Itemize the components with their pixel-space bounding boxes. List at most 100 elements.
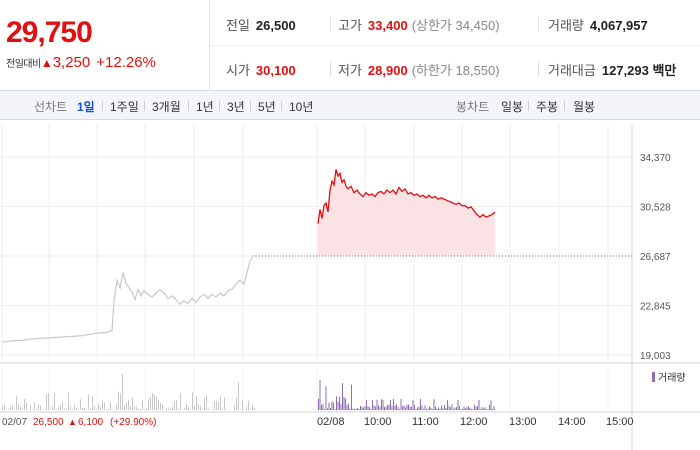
volume-bar-prev [92, 395, 93, 410]
volume-bar-today [361, 406, 363, 410]
volume-bar-prev [72, 409, 73, 410]
x-tick-label: 12:00 [460, 416, 488, 428]
volume-bar-today [340, 403, 342, 410]
volume-bar-prev [186, 403, 187, 410]
volume-bar-today [432, 409, 433, 410]
stat-divider [330, 17, 331, 31]
tab-10-years[interactable]: 10년 [289, 100, 314, 114]
volume-bar-today [399, 409, 400, 410]
volume-bar-prev [162, 404, 163, 410]
volume-bar-prev [96, 408, 97, 410]
volume-bar-prev [2, 405, 3, 410]
volume-bar-prev [118, 391, 119, 410]
tab-monthly-candle[interactable]: 월봉 [573, 100, 596, 114]
amount-label: 거래대금 [548, 63, 596, 78]
volume-bar-today [405, 407, 406, 410]
tab-3-months[interactable]: 3개월 [152, 100, 181, 114]
volume-bar-today [388, 404, 390, 410]
volume-bar-today [366, 399, 367, 410]
tab-1-day[interactable]: 1일 [77, 100, 95, 114]
volume-bar-today [439, 408, 441, 410]
volume-bar-prev [152, 393, 153, 410]
tab-1-week[interactable]: 1주일 [110, 100, 139, 114]
volume-bar-today [471, 409, 472, 410]
volume-bar-prev [34, 401, 35, 410]
prev-close-stat: 전일 26,500 [226, 15, 296, 34]
volume-bar-prev [40, 405, 41, 410]
low-label: 저가 [338, 63, 362, 78]
volume-bar-prev [98, 403, 99, 410]
volume-bar-today [457, 399, 459, 410]
volume-bar-prev [90, 408, 91, 410]
volume-bar-prev [148, 399, 149, 410]
volume-bar-prev [122, 373, 123, 410]
amount-stat: 거래대금 127,293 백만 [548, 60, 676, 79]
tab-3-years[interactable]: 3년 [227, 100, 245, 114]
volume-bar-today [472, 409, 474, 410]
volume-stat: 거래량 4,067,957 [548, 15, 648, 34]
volume-bar-prev [116, 403, 117, 410]
volume-bar-prev [32, 409, 33, 410]
volume-bar-prev [174, 401, 175, 410]
volume-bar-prev [158, 399, 159, 410]
upper-limit-text: (상한가 34,450) [411, 18, 500, 33]
volume-bar-prev [222, 409, 223, 410]
tab-divider [250, 101, 251, 111]
volume-bar-today [351, 384, 352, 410]
volume-bar-today [435, 406, 436, 410]
volume-bar-prev [178, 408, 179, 410]
line-chart-label: 선차트 [34, 100, 68, 114]
volume-bar-today [349, 408, 351, 410]
volume-bar-today [387, 405, 388, 410]
volume-bar-today [493, 406, 495, 410]
volume-bar-today [318, 398, 319, 410]
current-price-block: 29,750 전일대비▲3,250 +12.26% [0, 0, 210, 91]
volume-bar-prev [124, 405, 125, 410]
volume-bar-today [402, 406, 403, 410]
volume-bar-today [328, 402, 330, 410]
volume-bar-prev [170, 409, 171, 410]
volume-bar-prev [94, 406, 95, 410]
volume-bar-prev [224, 397, 225, 410]
volume-bar-today [484, 407, 486, 410]
volume-bar-today [363, 407, 364, 410]
x-tick-label: 13:00 [509, 416, 537, 428]
tab-daily-candle[interactable]: 일봉 [501, 100, 524, 114]
volume-bar-prev [60, 404, 61, 410]
prev-close-value: 26,500 [255, 18, 296, 33]
volume-bar-today [346, 405, 348, 410]
volume-bar-today [396, 404, 397, 410]
volume-bar-prev [254, 407, 255, 410]
volume-bar-today [337, 401, 339, 410]
volume-bar-prev [4, 404, 5, 410]
volume-bar-today [375, 406, 376, 410]
today-price-area [318, 169, 495, 256]
volume-bar-prev [198, 403, 199, 410]
volume-bar-today [358, 409, 360, 410]
volume-bar-today [481, 407, 483, 410]
price-chart[interactable]: 34,370 30,528 26,687 22,845 19,003 거래량 02/08… [0, 120, 700, 450]
tab-weekly-candle[interactable]: 주봉 [536, 100, 559, 114]
y-tick-label: 19,003 [640, 351, 671, 362]
volume-bar-prev [220, 396, 221, 410]
chart-grid [0, 125, 700, 450]
volume-bar-today [489, 404, 490, 410]
volume-bar-prev [172, 407, 173, 410]
volume-bar-today [357, 407, 358, 410]
volume-bar-prev [140, 408, 141, 410]
volume-bar-prev [88, 394, 89, 410]
volume-bar-today [364, 406, 366, 410]
volume-bar-today [462, 408, 463, 410]
tab-divider [144, 101, 145, 111]
volume-bar-prev [26, 402, 27, 410]
tab-5-years[interactable]: 5년 [258, 100, 276, 114]
tab-1-year[interactable]: 1년 [196, 100, 214, 114]
volume-bar-today [450, 407, 451, 410]
volume-bar-prev [154, 394, 155, 410]
volume-bar-prev [156, 396, 157, 410]
volume-bar-today [480, 409, 481, 410]
low-value: 28,900 [367, 63, 408, 78]
volume-bar-prev [132, 397, 133, 410]
volume-bar-today [378, 405, 379, 410]
volume-bar-today [411, 406, 412, 410]
